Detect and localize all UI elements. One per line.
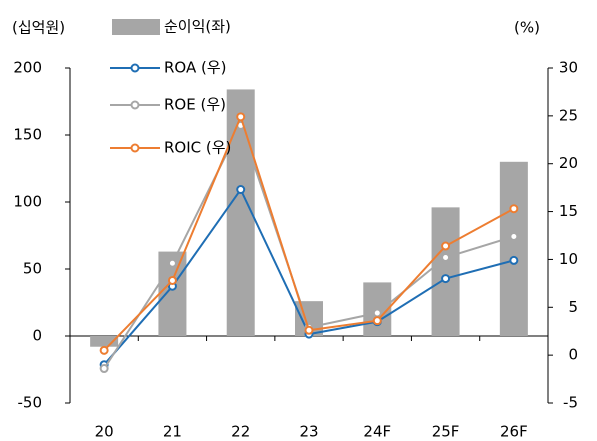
y-axis-label: (십억원) xyxy=(12,19,65,37)
marker xyxy=(99,345,109,355)
marker xyxy=(441,241,451,251)
x-tick-label: 22 xyxy=(231,423,250,441)
marker xyxy=(441,274,451,284)
y2-tick-label: 20 xyxy=(559,154,578,172)
y-tick-label: 100 xyxy=(13,193,42,211)
legend-label: 순이익(좌) xyxy=(164,18,231,36)
bar xyxy=(499,161,528,336)
legend-label: ROA (우) xyxy=(164,59,227,77)
y-tick-label: 150 xyxy=(13,126,42,144)
legend-label: ROIC (우) xyxy=(164,139,231,157)
marker xyxy=(509,255,519,265)
y-tick-label: 200 xyxy=(13,59,42,77)
legend-marker xyxy=(130,100,140,110)
y2-axis-label: (%) xyxy=(514,19,540,37)
y2-tick-label: -5 xyxy=(563,394,578,412)
y2-tick-label: 15 xyxy=(559,202,578,220)
x-tick-label: 26F xyxy=(500,423,528,441)
y2-tick-label: 0 xyxy=(568,346,578,364)
x-tick-label: 25F xyxy=(432,423,460,441)
y2-tick-label: 30 xyxy=(559,59,578,77)
y2-tick-label: 10 xyxy=(559,250,578,268)
marker xyxy=(509,231,519,241)
y-tick-label: 50 xyxy=(23,260,42,278)
x-tick-label: 21 xyxy=(163,423,182,441)
marker xyxy=(372,308,382,318)
marker xyxy=(372,316,382,326)
legend-swatch xyxy=(112,19,160,35)
marker xyxy=(236,185,246,195)
marker xyxy=(236,112,246,122)
x-tick-label: 20 xyxy=(95,423,114,441)
marker xyxy=(304,325,314,335)
bar xyxy=(431,207,460,336)
marker xyxy=(167,258,177,268)
x-tick-label: 23 xyxy=(299,423,318,441)
y-tick-label: 0 xyxy=(32,327,42,345)
marker xyxy=(167,275,177,285)
y2-tick-label: 5 xyxy=(568,298,578,316)
marker xyxy=(441,253,451,263)
y-tick-label: -50 xyxy=(18,394,43,412)
y2-tick-label: 25 xyxy=(559,106,578,124)
x-tick-label: 24F xyxy=(363,423,391,441)
marker xyxy=(509,204,519,214)
bar xyxy=(226,89,255,336)
marker xyxy=(99,364,109,374)
legend-label: ROE (우) xyxy=(164,96,226,114)
legend-marker xyxy=(130,143,140,153)
legend-marker xyxy=(130,63,140,73)
bar xyxy=(90,336,119,347)
